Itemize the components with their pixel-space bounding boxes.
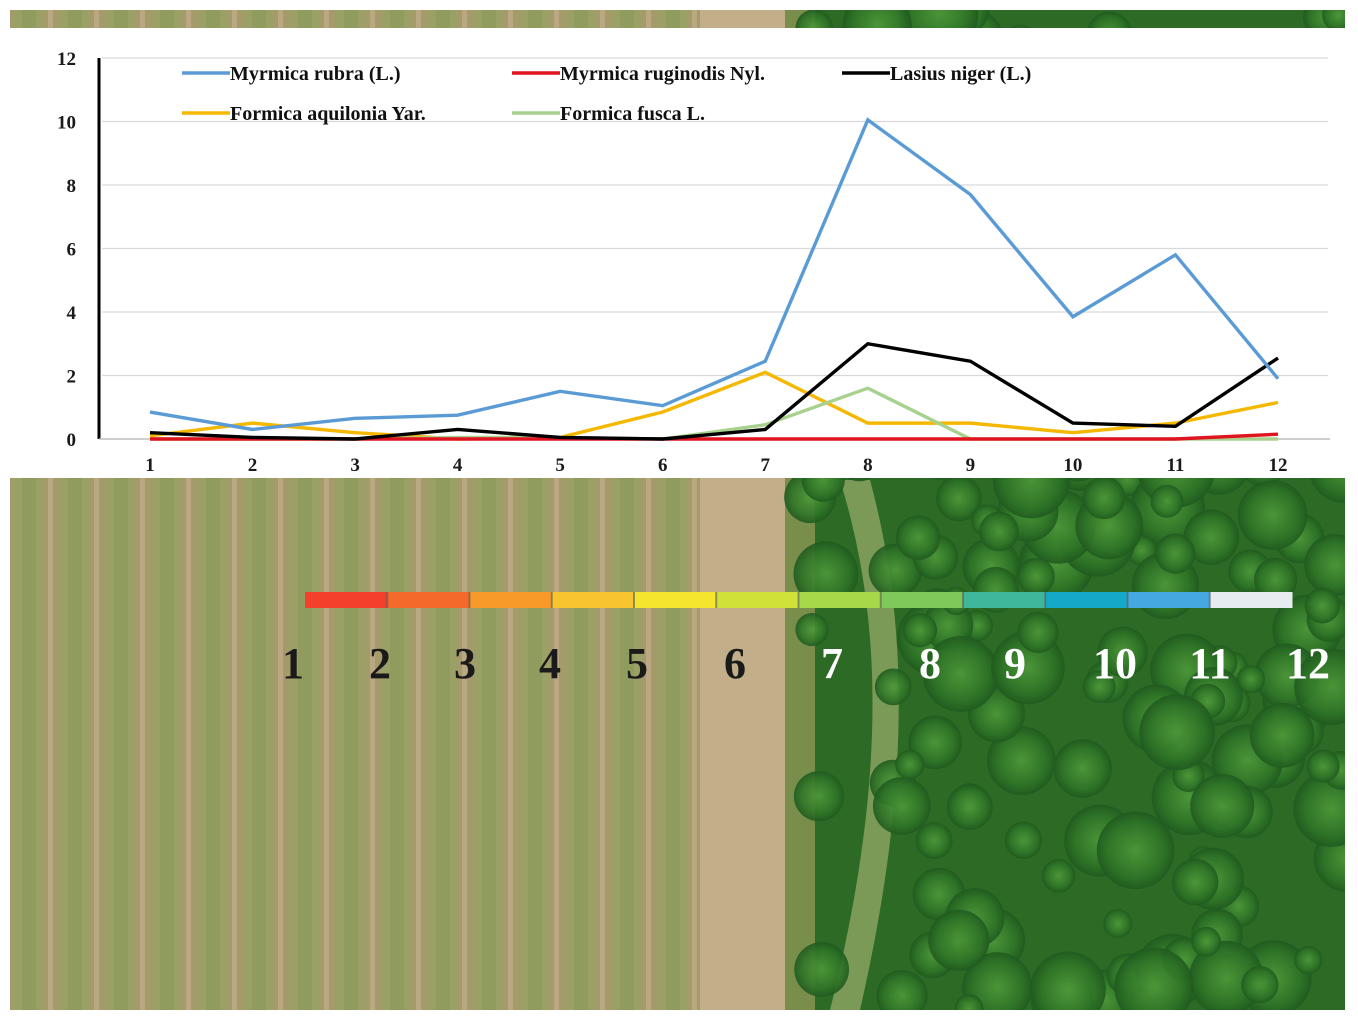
series-lines — [149, 117, 1280, 441]
x-tick-label: 7 — [761, 455, 771, 476]
x-tick-label: 12 — [1269, 455, 1288, 476]
line-chart-panel: 0 2 4 6 8 10 12 1 2 3 4 5 6 7 8 9 10 11 12 Myrmica rubra … — [10, 28, 1345, 478]
gridlines — [102, 57, 1328, 377]
y-tick-label: 10 — [57, 113, 76, 134]
x-tick-label: 8 — [863, 455, 873, 476]
series-line — [149, 370, 1279, 441]
x-tick-label: 4 — [453, 455, 463, 476]
x-tick-label: 1 — [145, 455, 155, 476]
x-tick-label: 5 — [555, 455, 565, 476]
legend: Myrmica rubra (L.) Myrmica ruginodis Nyl.… — [182, 63, 1031, 125]
y-tick-labels: 0 2 4 6 8 10 12 — [57, 49, 77, 451]
legend-label: Formica aquilonia Yar. — [230, 103, 426, 125]
x-tick-label: 2 — [248, 455, 258, 476]
y-tick-label: 2 — [67, 367, 77, 388]
series-line — [149, 341, 1279, 441]
legend-label: Lasius niger (L.) — [890, 63, 1031, 85]
x-tick-label: 6 — [658, 455, 668, 476]
legend-label: Formica fusca L. — [560, 103, 705, 125]
x-tick-labels: 1 2 3 4 5 6 7 8 9 10 11 12 — [145, 455, 1287, 476]
series-line — [150, 386, 1278, 441]
x-tick-label: 10 — [1063, 455, 1082, 476]
legend-label: Myrmica ruginodis Nyl. — [560, 63, 765, 85]
x-tick-label: 11 — [1166, 455, 1184, 476]
legend-label: Myrmica rubra (L.) — [230, 63, 401, 85]
y-tick-label: 6 — [67, 240, 77, 261]
y-tick-label: 8 — [67, 176, 77, 197]
y-tick-label: 12 — [57, 49, 76, 70]
y-tick-label: 4 — [67, 303, 77, 324]
y-tick-label: 0 — [67, 430, 77, 451]
series-line — [149, 117, 1280, 432]
x-tick-label: 9 — [966, 455, 976, 476]
x-tick-label: 3 — [350, 455, 360, 476]
